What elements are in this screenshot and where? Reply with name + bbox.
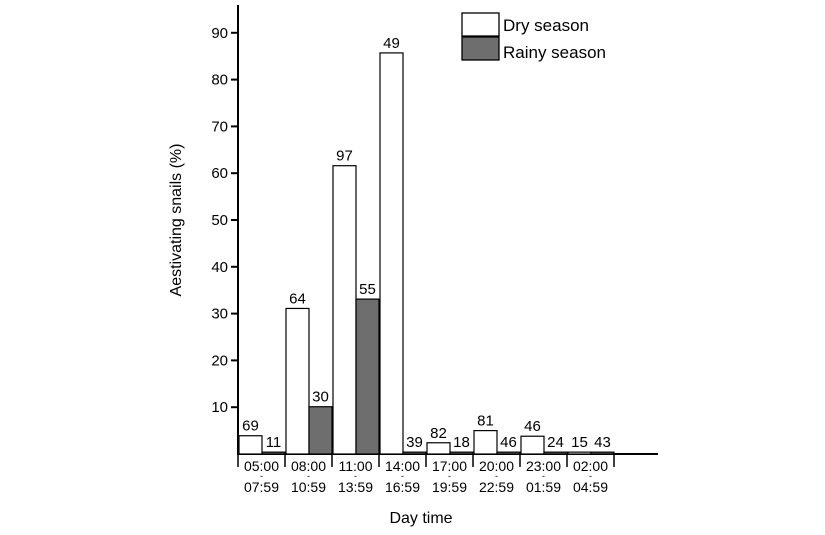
y-tick-label: 20 bbox=[211, 352, 228, 369]
category-label-end: 01:59 bbox=[526, 479, 561, 495]
category-label-end: 13:59 bbox=[338, 479, 373, 495]
category-label-end: 07:59 bbox=[244, 479, 279, 495]
bar-dry bbox=[426, 442, 451, 455]
category-label-start: 08:00 bbox=[291, 458, 326, 474]
bar-data-label: 49 bbox=[383, 35, 400, 52]
category-label-end: 22:59 bbox=[479, 479, 514, 495]
category-label-separator: - bbox=[542, 471, 545, 481]
bar-data-label: 30 bbox=[312, 389, 329, 406]
y-axis: 10 20 30 40 50 60 70 80 90 bbox=[211, 5, 239, 454]
category-label-end: 19:59 bbox=[432, 479, 467, 495]
bar-dry bbox=[332, 165, 357, 455]
y-tick-label: 70 bbox=[211, 118, 228, 135]
bar-data-label: 46 bbox=[500, 434, 517, 451]
bar-rainy bbox=[449, 451, 474, 455]
bar-dry bbox=[520, 435, 545, 455]
y-tick-label: 90 bbox=[211, 25, 228, 42]
bar-data-label: 82 bbox=[430, 425, 447, 442]
y-tick-label: 40 bbox=[211, 259, 228, 276]
y-tick-label: 10 bbox=[211, 399, 228, 416]
bar-dry bbox=[473, 430, 498, 455]
category-label-separator: - bbox=[448, 471, 451, 481]
data-labels: 69 64 97 49 82 81 46 15 11 30 55 39 18 46 24 43 bbox=[242, 35, 611, 451]
bar-dry bbox=[285, 307, 310, 455]
category-label-separator: - bbox=[354, 471, 357, 481]
category-label-end: 04:59 bbox=[573, 479, 608, 495]
legend-swatch-dry-season bbox=[461, 12, 500, 37]
bar-rainy bbox=[261, 451, 286, 455]
legend: Dry season Rainy season bbox=[461, 12, 606, 62]
bar-dry bbox=[238, 435, 263, 455]
category-label-start: 02:00 bbox=[573, 458, 608, 474]
category-label-end: 16:59 bbox=[385, 479, 420, 495]
category-label-start: 23:00 bbox=[526, 458, 561, 474]
category-labels: 05:00-07:5908:00-10:5911:00-13:5914:00-1… bbox=[244, 458, 608, 495]
category-label-start: 05:00 bbox=[244, 458, 279, 474]
bar-data-label: 46 bbox=[524, 418, 541, 435]
bar-data-label: 55 bbox=[359, 281, 376, 298]
category-label-end: 10:59 bbox=[291, 479, 326, 495]
category-label-start: 14:00 bbox=[385, 458, 420, 474]
bar-rainy bbox=[543, 451, 568, 455]
y-tick-label: 30 bbox=[211, 306, 228, 323]
bar-dry bbox=[379, 52, 404, 455]
category-label-start: 11:00 bbox=[339, 458, 373, 474]
category-label-separator: - bbox=[307, 471, 310, 481]
category-label-separator: - bbox=[589, 471, 592, 481]
category-label-start: 20:00 bbox=[479, 458, 514, 474]
y-tick-label: 50 bbox=[211, 212, 228, 229]
bar-rainy bbox=[496, 451, 521, 455]
y-tick-label: 80 bbox=[211, 72, 228, 89]
legend-label-dry-season: Dry season bbox=[503, 16, 589, 35]
legend-swatch-rainy-season bbox=[461, 36, 500, 61]
x-axis-title: Day time bbox=[389, 510, 452, 527]
bar-data-label: 81 bbox=[477, 413, 494, 430]
y-tick-label: 60 bbox=[211, 165, 228, 182]
bar-data-label: 11 bbox=[266, 434, 282, 451]
bar-dry bbox=[567, 451, 592, 455]
category-label-start: 17:00 bbox=[432, 458, 467, 474]
bar-rainy bbox=[308, 406, 333, 455]
bar-data-label: 39 bbox=[406, 434, 423, 451]
category-label-separator: - bbox=[260, 471, 263, 481]
bar-data-label: 64 bbox=[289, 290, 306, 307]
bar-data-label: 15 bbox=[571, 434, 588, 451]
legend-label-rainy-season: Rainy season bbox=[503, 43, 606, 62]
bars bbox=[238, 52, 615, 455]
bar-data-label: 24 bbox=[547, 434, 564, 451]
bar-rainy bbox=[590, 451, 615, 455]
y-axis-title: Aestivating snails (%) bbox=[168, 144, 185, 297]
bar-data-label: 69 bbox=[242, 418, 259, 435]
bar-data-label: 97 bbox=[336, 148, 353, 165]
category-label-separator: - bbox=[495, 471, 498, 481]
bar-rainy bbox=[402, 451, 427, 455]
category-label-separator: - bbox=[401, 471, 404, 481]
bar-data-label: 43 bbox=[594, 434, 611, 451]
bar-rainy bbox=[355, 298, 380, 455]
bar-data-label: 18 bbox=[453, 434, 470, 451]
